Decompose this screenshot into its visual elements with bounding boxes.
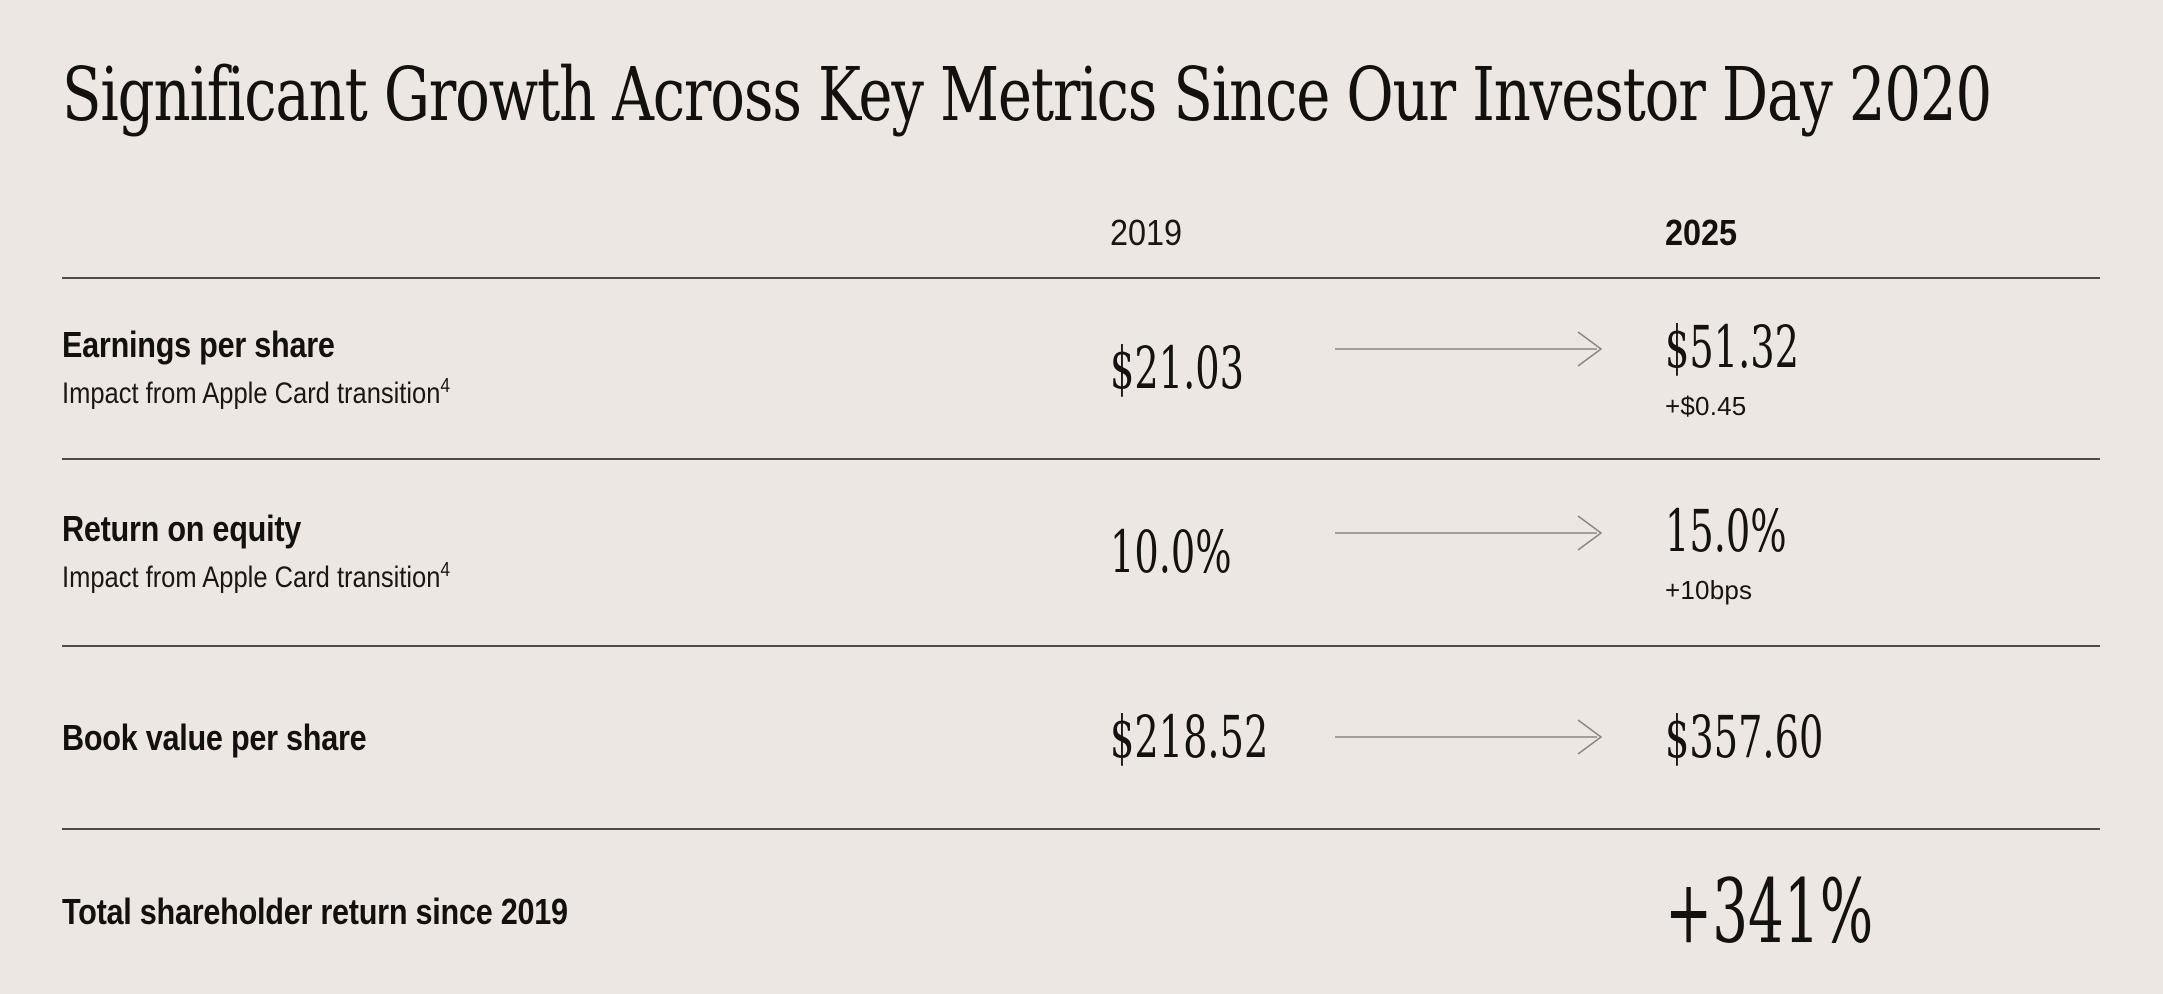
table-header-row: 2019 2025 [62, 136, 2100, 277]
footnote-marker: 4 [440, 375, 451, 398]
value-2025-block: $357.60 [1665, 708, 2100, 766]
growth-arrow-icon [1335, 327, 1665, 371]
column-header-2025: 2025 [1665, 211, 1738, 253]
metric-row-book-value-per-share: Book value per share $218.52 $357.60 [62, 644, 2100, 828]
value-2025-block: 15.0% +10bps [1665, 502, 2100, 603]
value-2019: $21.03 [1110, 334, 1244, 403]
summary-label: Total shareholder return since 2019 [62, 890, 568, 932]
metric-label-block: Return on equity Impact from Apple Card … [62, 509, 1110, 596]
metric-sublabel-text: Impact from Apple Card transition [62, 561, 441, 595]
growth-arrow-icon [1335, 715, 1665, 759]
value-change-note: +10bps [1665, 574, 1753, 605]
footnote-marker: 4 [440, 559, 451, 582]
value-2025: 15.0% [1665, 496, 1787, 565]
value-change-note: +$0.45 [1665, 390, 1747, 421]
metric-row-return-on-equity: Return on equity Impact from Apple Card … [62, 457, 2100, 645]
value-2019: 10.0% [1110, 518, 1232, 587]
metric-sublabel: Impact from Apple Card transition4 [62, 375, 953, 412]
metric-label-block: Book value per share [62, 718, 1110, 758]
slide-title: Significant Growth Across Key Metrics Si… [62, 52, 1992, 138]
value-2025: $51.32 [1665, 312, 1799, 381]
value-2025: $357.60 [1665, 703, 1824, 772]
metric-sublabel: Impact from Apple Card transition4 [62, 559, 953, 596]
metric-label: Book value per share [62, 716, 367, 758]
summary-value: +341% [1665, 859, 1874, 963]
metric-row-earnings-per-share: Earnings per share Impact from Apple Car… [62, 276, 2100, 458]
value-2019: $218.52 [1110, 703, 1269, 772]
metric-sublabel-text: Impact from Apple Card transition [62, 377, 441, 411]
column-header-2019: 2019 [1110, 211, 1183, 253]
value-2025-block: $51.32 +$0.45 [1665, 318, 2100, 419]
metric-label: Earnings per share [62, 323, 335, 365]
summary-row: Total shareholder return since 2019 +341… [62, 827, 2100, 994]
growth-arrow-icon [1335, 511, 1665, 555]
metric-label-block: Earnings per share Impact from Apple Car… [62, 325, 1110, 412]
metric-label: Return on equity [62, 507, 302, 549]
